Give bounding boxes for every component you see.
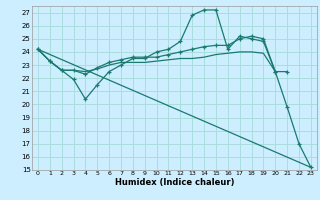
X-axis label: Humidex (Indice chaleur): Humidex (Indice chaleur) (115, 178, 234, 187)
